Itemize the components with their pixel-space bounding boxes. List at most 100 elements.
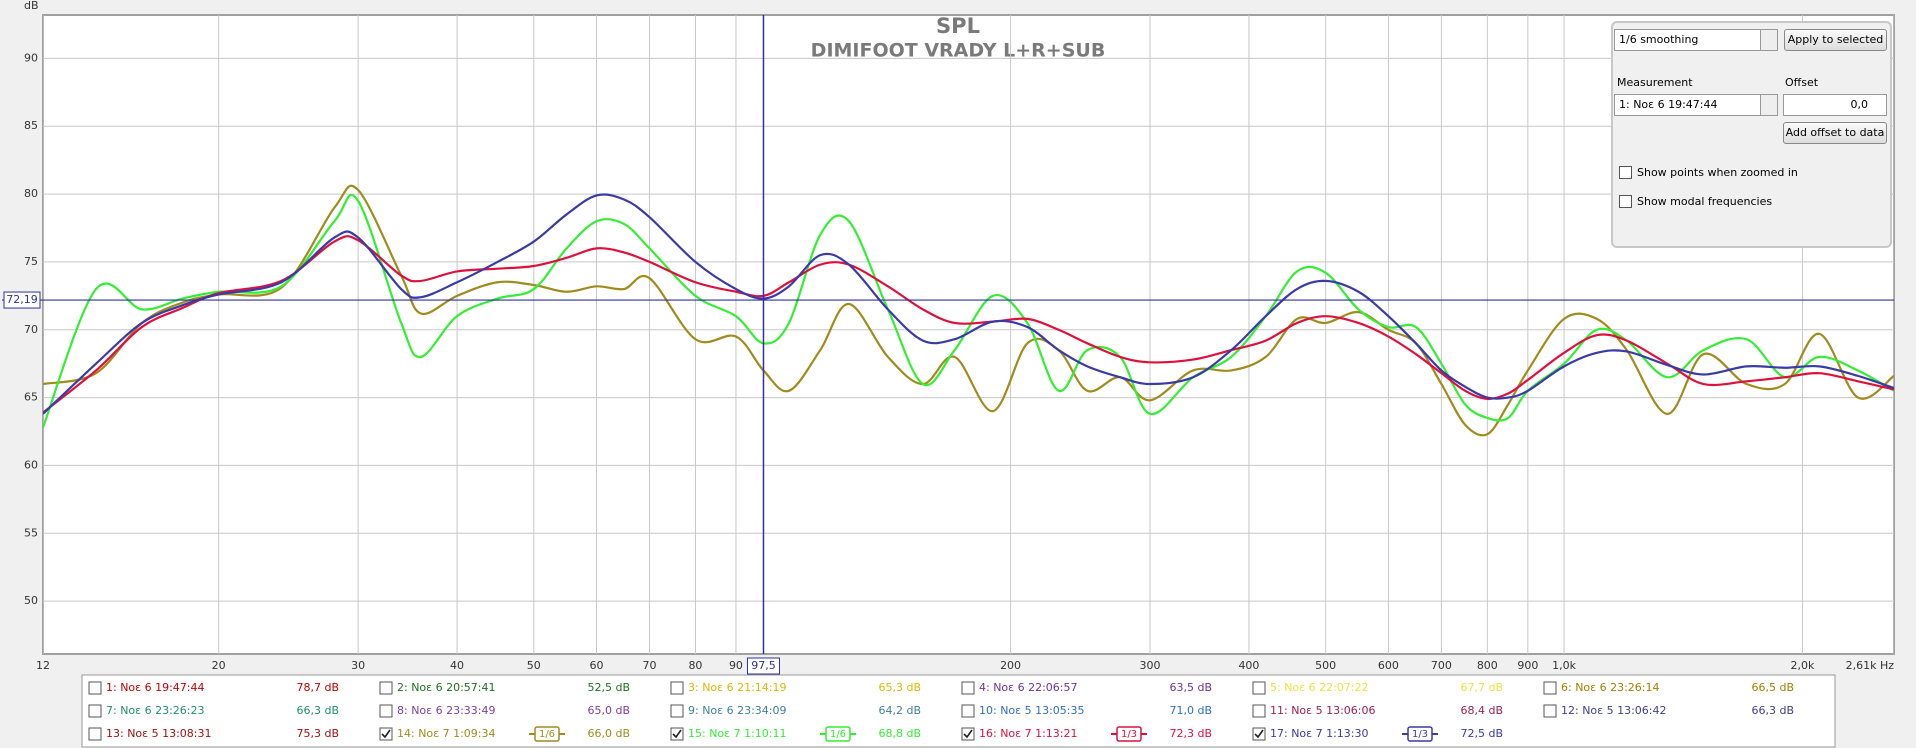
smoothing-badge [534, 726, 560, 742]
legend-level: 67,7 dB [1460, 681, 1503, 694]
legend-checkbox[interactable] [1252, 681, 1266, 695]
legend-level: 72,3 dB [1169, 727, 1212, 740]
checkbox[interactable] [1619, 166, 1632, 179]
x-tick-label: 700 [1431, 659, 1452, 672]
cursor-y-label: 72,19 [6, 293, 38, 306]
legend-level: 68,4 dB [1460, 704, 1503, 717]
x-tick-label: 1,0k [1552, 659, 1576, 672]
apply-button[interactable]: Apply to selected [1784, 29, 1887, 51]
smoothing-badge [825, 726, 851, 742]
chart-subtitle: DIMIFOOT VRADY L+R+SUB [811, 40, 1106, 62]
legend-name: 15: Νοε 7 1:10:11 [688, 727, 787, 740]
measurement-dropdown[interactable]: 1: Νοε 6 19:47:44 [1614, 94, 1778, 116]
legend-name: 3: Νοε 6 21:14:19 [688, 681, 787, 694]
legend-level: 66,3 dB [296, 704, 339, 717]
show-points-label: Show points when zoomed in [1637, 166, 1798, 179]
x-tick-label: 50 [527, 659, 541, 672]
plot-layer [43, 15, 1894, 654]
y-tick-label: 75 [24, 255, 38, 268]
y-tick-label: 90 [24, 51, 38, 64]
x-tick-label: 400 [1238, 659, 1259, 672]
legend-checkbox[interactable] [88, 727, 102, 741]
x-tick-label: 90 [729, 659, 743, 672]
legend-name: 1: Νοε 6 19:47:44 [106, 681, 205, 694]
x-tick-label: 900 [1517, 659, 1538, 672]
legend-checkbox[interactable] [961, 681, 975, 695]
legend-checkbox[interactable] [961, 704, 975, 718]
legend-level: 65,0 dB [587, 704, 630, 717]
smoothing-label: 1/3 [1412, 729, 1428, 740]
smoothing-badge [1407, 726, 1433, 742]
legend-checkbox[interactable] [1543, 704, 1557, 718]
legend-checkbox[interactable] [1543, 681, 1557, 695]
smoothing-label: 1/3 [1121, 729, 1137, 740]
legend-name: 8: Νοε 6 23:33:49 [397, 704, 496, 717]
y-tick-label: 70 [24, 323, 38, 336]
x-tick-label: 800 [1477, 659, 1498, 672]
x-tick-label: 200 [1000, 659, 1021, 672]
x-tick-label: 2,61k Hz [1846, 659, 1895, 672]
legend-level: 72,5 dB [1460, 727, 1503, 740]
legend-checkbox[interactable] [379, 727, 393, 741]
add-offset-button[interactable]: Add offset to data [1783, 122, 1887, 144]
series-line [43, 193, 1894, 415]
legend-checkbox[interactable] [670, 704, 684, 718]
legend-checkbox[interactable] [379, 681, 393, 695]
y-tick-label: 55 [24, 526, 38, 539]
legend-level: 66,3 dB [1751, 704, 1794, 717]
legend-name: 4: Νοε 6 22:06:57 [979, 681, 1078, 694]
legend-name: 11: Νοε 5 13:06:06 [1270, 704, 1376, 717]
check-mark [381, 729, 391, 739]
chart-title: SPL [936, 14, 980, 38]
legend-name: 5: Νοε 6 22:07:22 [1270, 681, 1369, 694]
x-tick-label: 80 [688, 659, 702, 672]
legend-name: 16: Νοε 7 1:13:21 [979, 727, 1078, 740]
smoothing-badge [1116, 726, 1142, 742]
x-tick-label: 600 [1378, 659, 1399, 672]
y-tick-label: 65 [24, 391, 38, 404]
cursor-y-box [3, 291, 41, 309]
y-tick-label: 85 [24, 119, 38, 132]
legend-level: 78,7 dB [296, 681, 339, 694]
measurement-label: Measurement [1617, 76, 1693, 89]
legend-checkbox[interactable] [88, 704, 102, 718]
legend-level: 66,0 dB [587, 727, 630, 740]
legend-checkbox[interactable] [670, 681, 684, 695]
series-line [43, 184, 1894, 437]
smoothing-dropdown[interactable]: 1/6 smoothing [1614, 29, 1778, 51]
legend-level: 64,2 dB [878, 704, 921, 717]
legend-level: 75,3 dB [296, 727, 339, 740]
legend-level: 68,8 dB [878, 727, 921, 740]
control-panel: 1/6 smoothing Apply to selected Measurem… [1611, 21, 1892, 248]
offset-input[interactable]: 0,0 [1783, 94, 1887, 116]
x-tick-label: 300 [1140, 659, 1161, 672]
y-tick-label: 80 [24, 187, 38, 200]
legend-checkbox[interactable] [961, 727, 975, 741]
offset-label: Offset [1785, 76, 1819, 89]
smoothing-label: 1/6 [830, 729, 846, 740]
x-tick-label: 500 [1315, 659, 1336, 672]
legend-name: 14: Νοε 7 1:09:34 [397, 727, 496, 740]
checkbox[interactable] [1619, 195, 1632, 208]
legend-name: 9: Νοε 6 23:34:09 [688, 704, 787, 717]
legend-checkbox[interactable] [1252, 704, 1266, 718]
legend-level: 52,5 dB [587, 681, 630, 694]
legend-level: 71,0 dB [1169, 704, 1212, 717]
series-line [43, 235, 1894, 414]
x-tick-label: 70 [643, 659, 657, 672]
legend-level: 65,3 dB [878, 681, 921, 694]
check-mark [1254, 729, 1264, 739]
legend-checkbox[interactable] [1252, 727, 1266, 741]
legend-checkbox[interactable] [670, 727, 684, 741]
check-mark [963, 729, 973, 739]
legend-checkbox[interactable] [88, 681, 102, 695]
x-tick-label: 30 [351, 659, 365, 672]
y-axis-label: dB [24, 0, 39, 12]
cursor-x-label: 97,5 [751, 659, 776, 672]
legend-name: 2: Νοε 6 20:57:41 [397, 681, 496, 694]
legend-checkbox[interactable] [379, 704, 393, 718]
legend-name: 10: Νοε 5 13:05:35 [979, 704, 1085, 717]
x-tick-label: 12 [36, 659, 50, 672]
